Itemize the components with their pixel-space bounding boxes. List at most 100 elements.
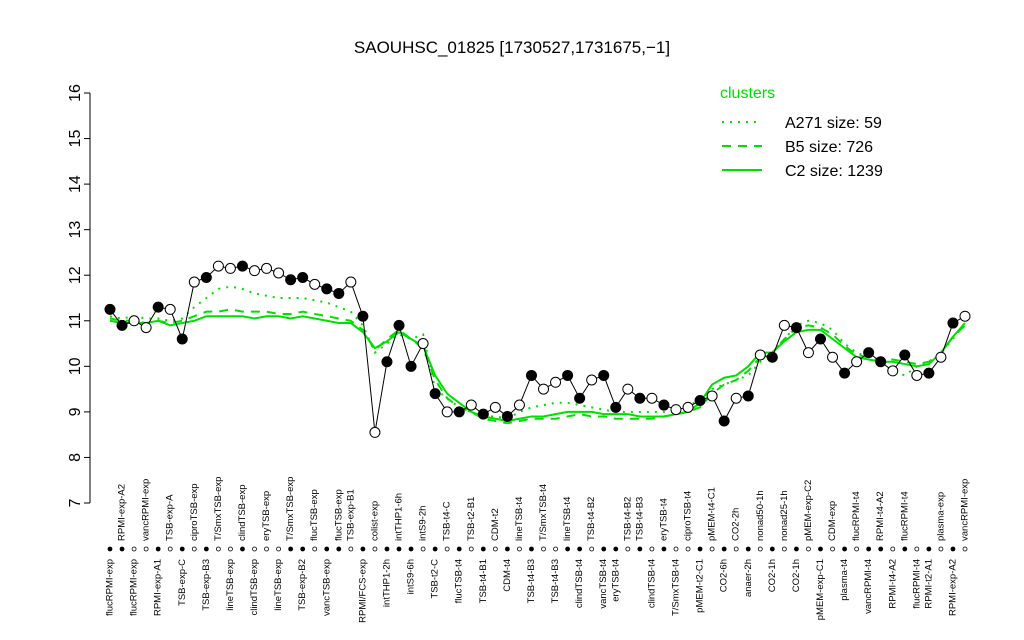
x-tick-label: vancRPMI-t4: [863, 559, 874, 614]
rug-point: [360, 546, 366, 552]
rug-point: [709, 546, 715, 552]
y-tick-label: 12: [67, 266, 84, 284]
rug-point: [131, 546, 137, 552]
x-tick-label: TSB-exp-B1: [345, 489, 356, 541]
rug-point: [673, 546, 679, 552]
x-tick-label: lineTSB-t4: [514, 497, 525, 541]
expression-point: [646, 392, 658, 404]
rug-point: [914, 546, 920, 552]
x-tick-label: flucTSB-t4: [454, 559, 465, 603]
chart-title: SAOUHSC_01825 [1730527,1731675,−1]: [354, 38, 670, 57]
rug-point: [721, 546, 727, 552]
rug-point: [589, 546, 595, 552]
expression-point: [261, 262, 273, 274]
x-tick-label: clindTSB-exp: [249, 559, 260, 616]
cluster-line: [109, 308, 966, 425]
expression-point: [393, 319, 405, 331]
x-tick-label: CDM-t2: [490, 508, 501, 541]
x-tick-label: clindTSB-t4: [574, 559, 585, 608]
expression-point: [586, 374, 598, 386]
x-tick-label: TSB-t2-C: [430, 559, 441, 599]
x-tick-label: TSB-t4-B2: [586, 497, 597, 541]
rug-point: [215, 546, 221, 552]
x-tick-label: TSB-t4-B1: [478, 559, 489, 603]
expression-point: [574, 392, 586, 404]
x-tick-label: flucRPMI-exp: [105, 559, 116, 616]
x-tick-label: flucTSB-exp: [333, 489, 344, 541]
expression-point: [550, 376, 562, 388]
x-tick-label: T/SmxTSB-exp: [285, 477, 296, 541]
y-tick-label: 16: [67, 84, 84, 102]
expression-point: [694, 395, 706, 406]
expression-point: [417, 338, 429, 350]
rug-point: [336, 546, 342, 552]
expression-point: [754, 349, 766, 361]
x-tick-label: flucRPMI-t4: [851, 491, 862, 541]
expression-point: [718, 415, 730, 427]
expression-point: [610, 401, 622, 413]
rug-point: [962, 546, 968, 552]
x-tick-label: CO2-1h: [791, 559, 802, 592]
x-tick-label: RPMI-exp-A2: [947, 559, 958, 616]
rug-point: [384, 546, 390, 552]
rug-point: [143, 546, 149, 552]
rug-point: [733, 546, 739, 552]
rug-point: [468, 546, 474, 552]
rug-point: [492, 546, 498, 552]
cluster-line: [109, 315, 966, 423]
x-tick-label: pMEM-t4-C1: [707, 487, 718, 541]
x-tick-label: plasma-exp: [935, 492, 946, 541]
rug-point: [420, 546, 426, 552]
x-tick-label: nonad25-1h: [779, 490, 790, 541]
expression-point: [778, 319, 790, 331]
expression-point: [273, 267, 285, 279]
expression-point: [128, 315, 140, 327]
x-tick-label: eryTSB-exp: [261, 491, 272, 541]
expression-point: [200, 272, 212, 283]
y-tick-label: 10: [67, 357, 84, 375]
rug-point: [155, 546, 161, 552]
x-tick-label: RPMI-exp-A2: [117, 484, 128, 541]
rug-point: [697, 546, 703, 552]
rug-point: [529, 546, 534, 552]
x-tick-label: RPMI/FCS-exp: [357, 559, 368, 623]
x-tick-label: clindTSB-exp: [237, 485, 248, 542]
x-tick-label: TSB-t4-B3: [526, 559, 537, 603]
x-tick-label: CO2-6h: [719, 559, 730, 592]
x-tick-label: intS9-2h: [418, 506, 429, 541]
x-tick-label: pMEM-t2-C1: [695, 559, 706, 613]
expression-point: [802, 347, 814, 359]
rug-point: [818, 546, 823, 552]
rug-point: [938, 546, 944, 552]
rug-point: [480, 546, 486, 552]
expression-point: [309, 278, 321, 290]
rug-point: [107, 546, 113, 552]
x-tick-label: CDM-t4: [502, 559, 513, 592]
rug-point: [613, 546, 619, 552]
x-tick-label: TSB-exp-B3: [201, 559, 212, 611]
rug-point: [541, 546, 546, 552]
legend-label: A271 size: 59: [785, 115, 882, 132]
expression-point: [441, 406, 453, 418]
expression-point: [164, 303, 176, 315]
x-tick-label: eryTSB-t4: [610, 559, 621, 602]
x-tick-label: plasma-t4: [839, 559, 850, 601]
expression-point: [766, 351, 778, 363]
rug-point: [119, 546, 125, 552]
x-tick-label: TSB-t4-B2: [622, 497, 633, 541]
rug-point: [396, 546, 402, 552]
x-tick-label: flucTSB-exp: [309, 489, 320, 541]
rug-point: [167, 546, 173, 552]
x-tick-label: vancRPMI-exp: [141, 479, 152, 541]
rug-point: [878, 546, 884, 552]
expression-point: [489, 401, 501, 413]
rug-point: [781, 546, 787, 552]
rug-point: [854, 546, 860, 552]
rug-point: [444, 546, 450, 552]
x-tick-label: vancTSB-t4: [598, 559, 609, 609]
rug-point: [830, 546, 835, 552]
rug-point: [179, 546, 185, 552]
expression-point: [477, 408, 489, 420]
x-tick-label: TSB-exp-A: [165, 494, 176, 541]
rug-point: [264, 546, 269, 552]
